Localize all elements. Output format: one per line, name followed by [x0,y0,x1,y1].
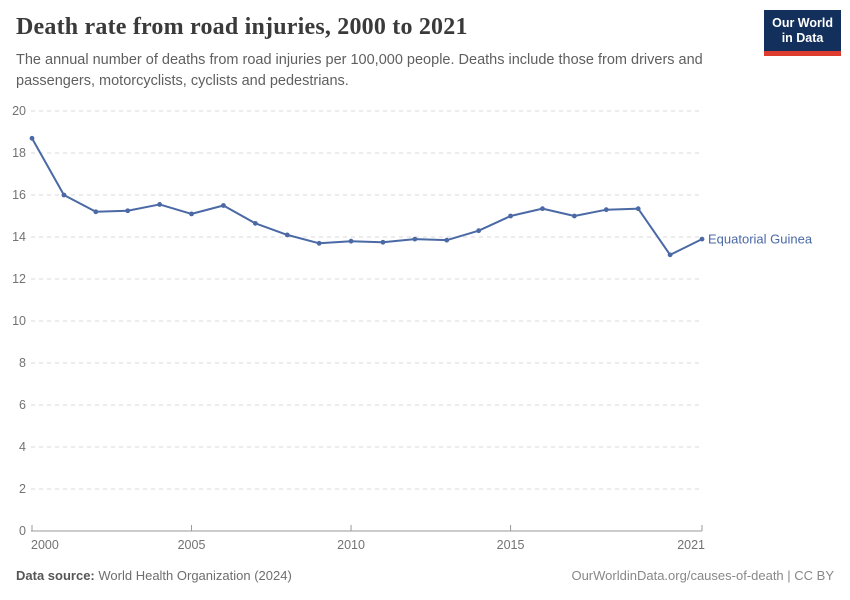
data-point-2018[interactable] [603,207,609,213]
data-source-value: World Health Organization (2024) [98,568,292,583]
y-tick-label-2: 2 [19,482,26,496]
data-point-2010[interactable] [348,238,354,244]
chart-area: 0 2 4 6 8 10 12 14 16 18 20 2000 2005 2010 2015 2021 Equ… [0,96,850,558]
x-tick-label-2010: 2010 [337,538,365,552]
owid-link[interactable]: OurWorldinData.org/causes-of-death | CC … [571,568,834,583]
y-tick-label-16: 16 [12,188,26,202]
x-tick-label-2000: 2000 [31,538,59,552]
y-tick-label-6: 6 [19,398,26,412]
data-point-2005[interactable] [189,211,194,217]
owid-logo-line2: in Data [781,31,824,46]
y-tick-label-4: 4 [19,440,26,454]
data-point-2016[interactable] [540,206,545,212]
y-tick-label-10: 10 [12,314,26,328]
line-chart[interactable]: 0 2 4 6 8 10 12 14 16 18 20 2000 2005 2010 2015 2021 Equ… [0,96,850,558]
data-point-2011[interactable] [380,239,386,245]
data-point-2021[interactable] [699,236,705,242]
series-end-label[interactable]: Equatorial Guinea [708,231,813,246]
y-tick-label-12: 12 [12,272,26,286]
x-tick-label-2021: 2021 [677,538,705,552]
owid-logo-line1: Our World [772,16,833,30]
data-point-2000[interactable] [29,135,35,141]
data-point-2013[interactable] [444,237,450,243]
data-point-2017[interactable] [571,213,577,219]
data-source-label: Data source: [16,568,95,583]
data-point-2019[interactable] [635,206,641,212]
data-point-2014[interactable] [476,228,482,234]
data-point-2012[interactable] [412,236,418,242]
data-point-2020[interactable] [667,252,673,258]
y-tick-label-0: 0 [19,524,26,538]
chart-subtitle: The annual number of deaths from road in… [16,52,703,89]
data-point-2008[interactable] [284,232,290,238]
data-source: Data source: World Health Organization (… [16,568,292,583]
data-point-2015[interactable] [508,213,513,219]
data-point-2009[interactable] [316,240,322,246]
data-point-2004[interactable] [157,202,163,207]
chart-footer: Data source: World Health Organization (… [16,568,834,583]
data-point-2001[interactable] [61,192,67,198]
chart-header: Death rate from road injuries, 2000 to 2… [16,14,756,91]
page-title: Death rate from road injuries, 2000 to 2… [16,14,468,40]
data-point-2002[interactable] [93,209,99,215]
data-point-2003[interactable] [125,208,131,214]
data-point-2006[interactable] [221,203,226,208]
x-tick-label-2015: 2015 [497,538,525,552]
x-tick-label-2005: 2005 [178,538,206,552]
y-tick-label-14: 14 [12,230,26,244]
y-tick-label-18: 18 [12,146,26,160]
y-tick-label-8: 8 [19,356,26,370]
data-point-2007[interactable] [252,220,258,226]
series-line-equatorial-guinea[interactable] [31,137,703,256]
owid-logo[interactable]: Our World in Data [764,10,841,56]
y-tick-label-20: 20 [12,104,26,118]
